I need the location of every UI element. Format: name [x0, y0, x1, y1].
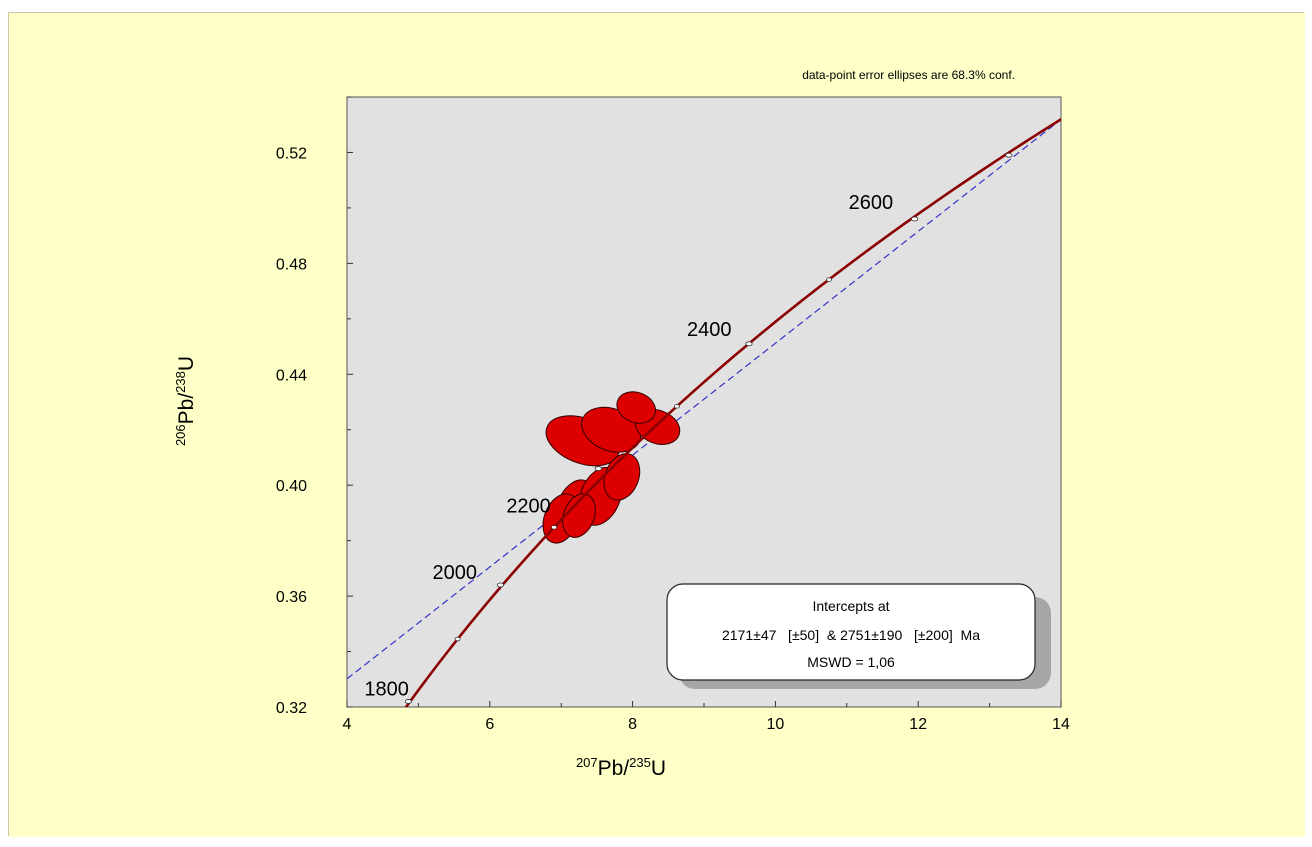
- error-ellipse: [616, 391, 657, 424]
- results-box-intercepts: 2171±47 [±50] & 2751±190 [±200] Ma: [722, 627, 980, 643]
- concordia-age-label: 2600: [849, 192, 894, 214]
- concordia-age-marker: [496, 582, 505, 588]
- y-axis-element-1: Pb/: [175, 393, 198, 425]
- x-tick-label: 6: [485, 716, 494, 733]
- x-axis-element-1: Pb/: [598, 757, 630, 780]
- x-axis-title: 207Pb/235U: [576, 755, 666, 780]
- concordia-chart: data-point error ellipses are 68.3% conf…: [9, 13, 1305, 837]
- x-tick-label: 8: [628, 716, 637, 733]
- x-tick-label: 12: [909, 716, 927, 733]
- results-box-mswd: MSWD = 1,06: [807, 654, 895, 670]
- x-axis-isotope-mass-1: 207: [576, 755, 598, 770]
- concordia-age-label: 2000: [433, 562, 478, 584]
- y-axis-title: 206Pb/238U: [173, 356, 198, 446]
- confidence-note: data-point error ellipses are 68.3% conf…: [802, 68, 1015, 82]
- x-tick-label: 14: [1052, 716, 1070, 733]
- concordia-minor-marker: [454, 636, 461, 642]
- results-box-panel: [666, 583, 1036, 681]
- concordia-minor-marker: [673, 404, 680, 409]
- y-tick-label: 0.32: [276, 700, 307, 717]
- x-tick-label: 4: [343, 716, 352, 733]
- y-tick-label: 0.40: [276, 478, 307, 495]
- y-axis-isotope-mass-2: 238: [173, 371, 188, 393]
- concordia-minor-marker: [825, 277, 832, 282]
- x-tick-label: 10: [767, 716, 785, 733]
- concordia-minor-marker: [551, 525, 558, 530]
- x-axis-isotope-mass-2: 235: [629, 755, 651, 770]
- y-tick-label: 0.52: [276, 145, 307, 162]
- x-axis-element-2: U: [651, 757, 666, 780]
- results-box: Intercepts at 2171±47 [±50] & 2751±190 […: [666, 583, 1051, 689]
- concordia-age-marker: [911, 216, 919, 222]
- concordia-age-marker: [594, 466, 602, 471]
- chart-frame: data-point error ellipses are 68.3% conf…: [8, 12, 1305, 837]
- concordia-age-marker: [1005, 152, 1013, 158]
- concordia-age-label: 2400: [687, 319, 732, 341]
- y-axis-element-2: U: [175, 356, 198, 371]
- concordia-age-marker: [745, 341, 753, 347]
- results-box-title: Intercepts at: [812, 598, 889, 614]
- concordia-age-label: 2200: [506, 496, 551, 518]
- y-tick-label: 0.48: [276, 256, 307, 273]
- y-tick-label: 0.36: [276, 589, 307, 606]
- concordia-age-label: 1800: [364, 678, 409, 700]
- y-axis-isotope-mass-1: 206: [173, 424, 188, 446]
- concordia-age-marker: [404, 699, 413, 704]
- y-tick-label: 0.44: [276, 367, 307, 384]
- discordia-line: [347, 119, 1061, 680]
